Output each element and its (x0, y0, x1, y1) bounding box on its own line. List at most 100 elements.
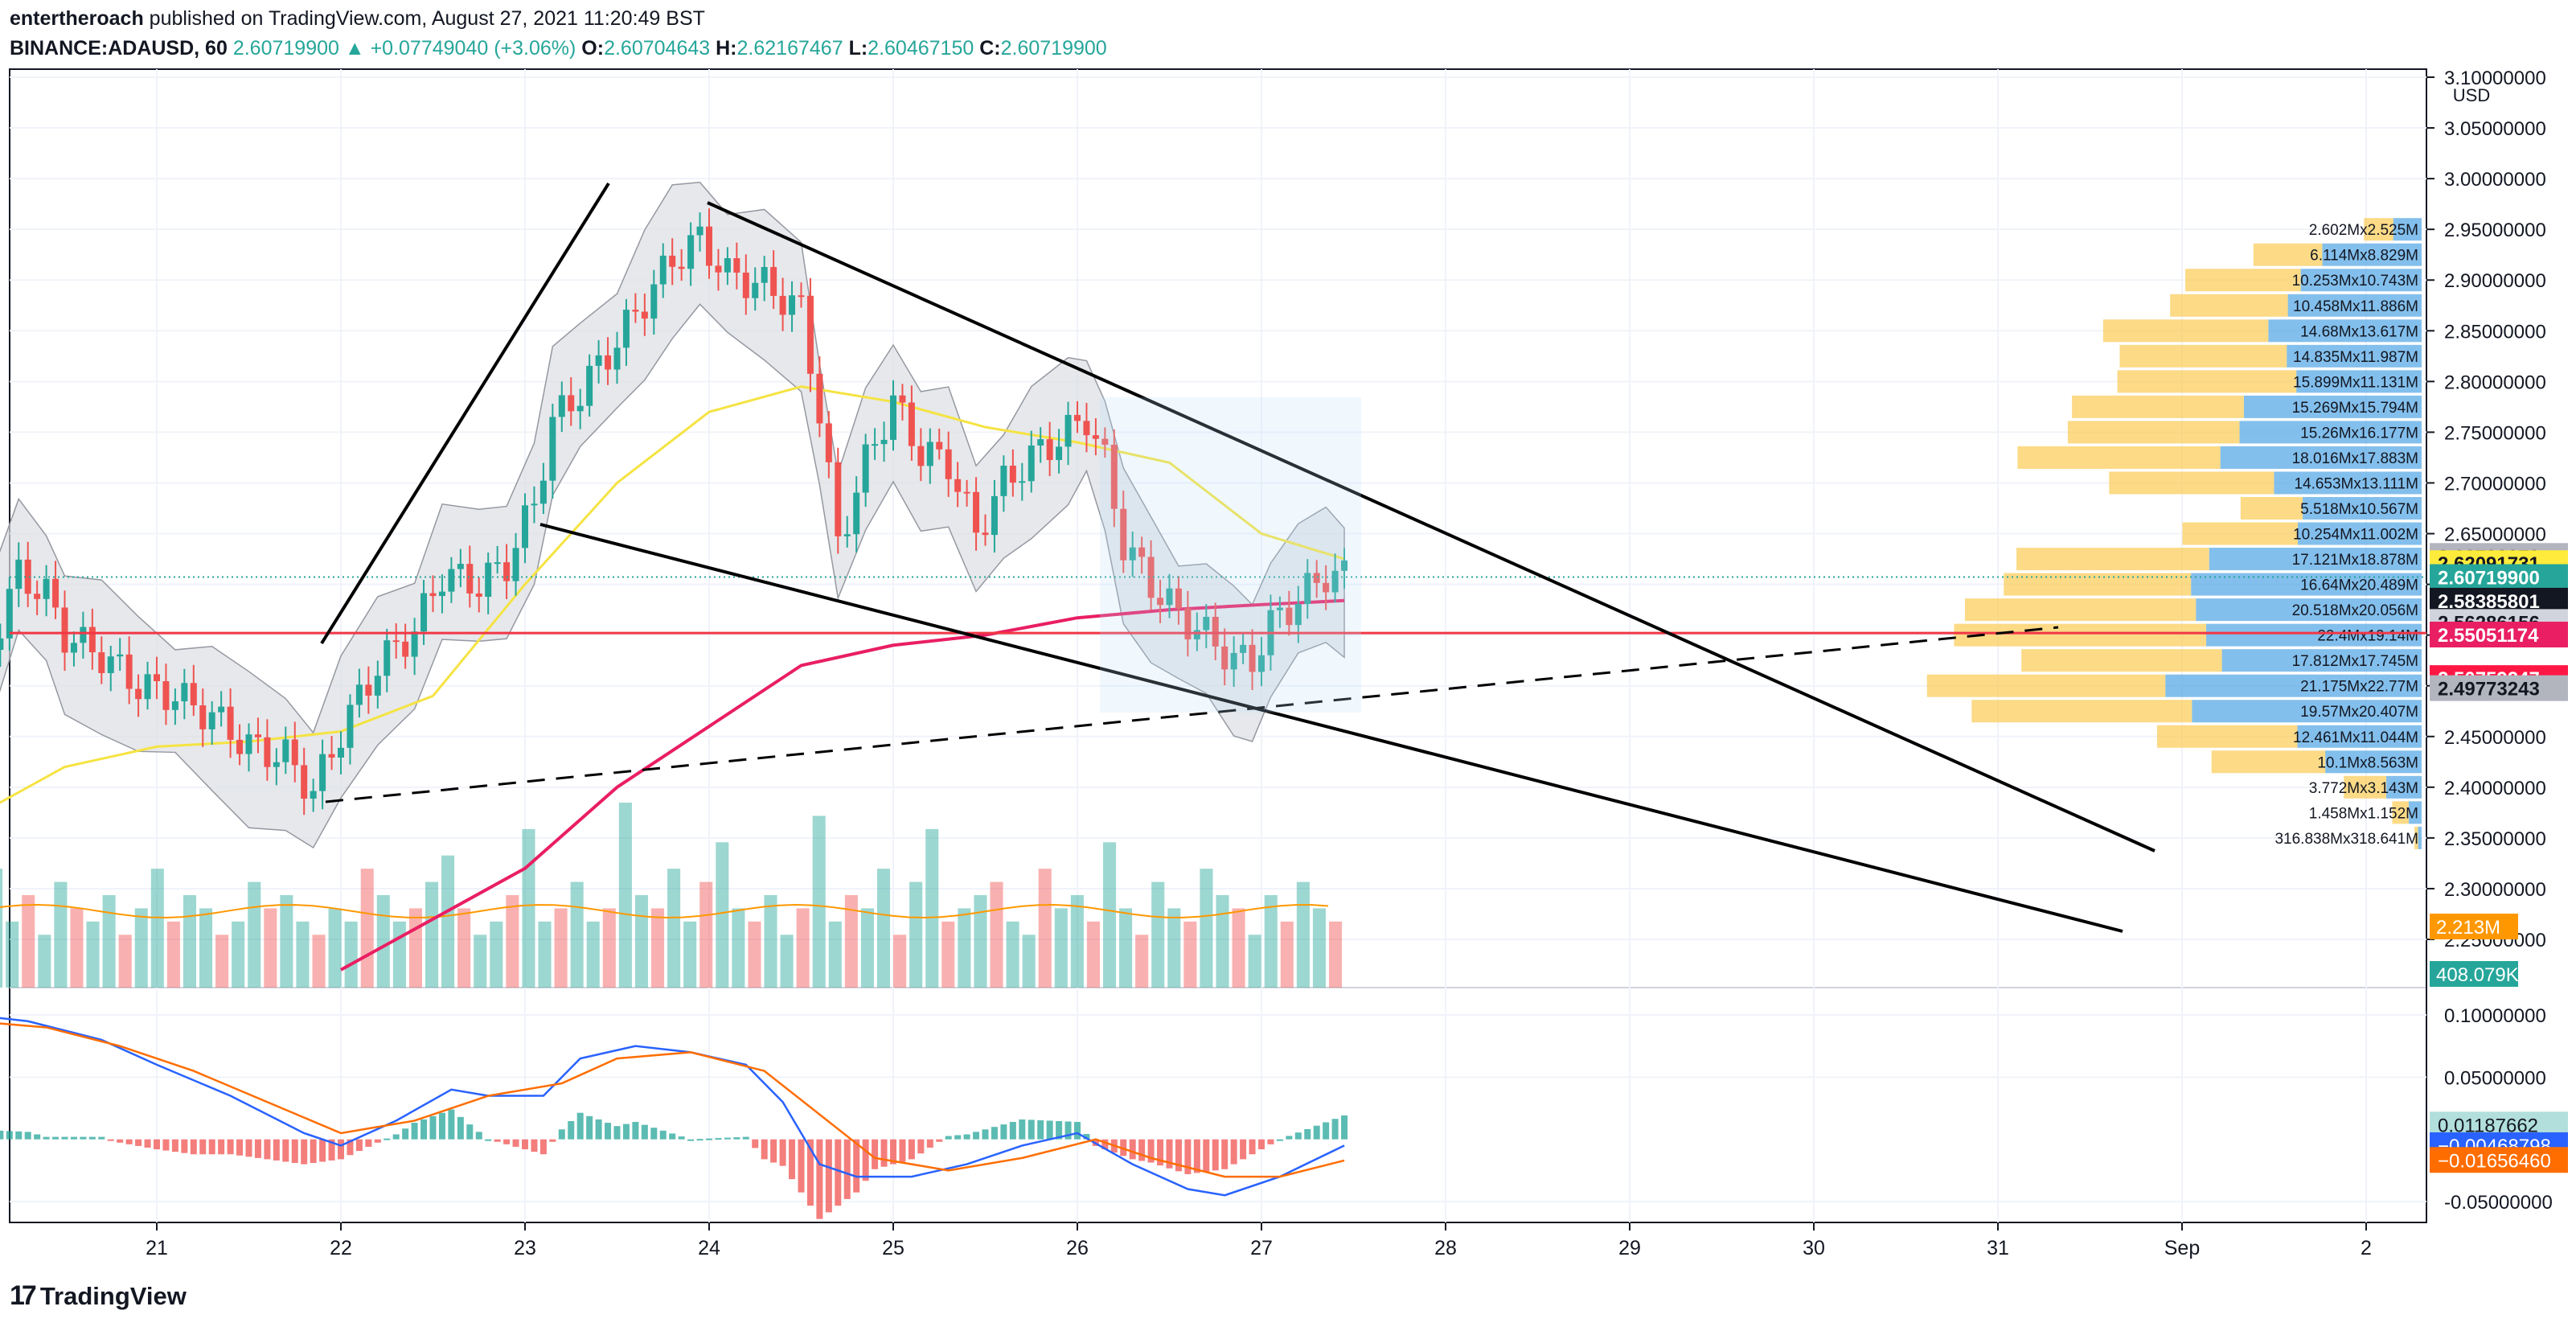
macd-histogram-bar (936, 1139, 943, 1142)
candle-body (1304, 573, 1311, 604)
macd-histogram-bar (181, 1139, 188, 1153)
macd-histogram-bar (991, 1127, 998, 1140)
author-name[interactable]: entertheroach (10, 7, 144, 30)
volume-label-box (2430, 914, 2518, 939)
candle-body (669, 255, 676, 267)
macd-histogram-bar (117, 1139, 124, 1143)
price-tick-label: 2.45000000 (2444, 727, 2546, 749)
vp-buy-bar (2192, 700, 2422, 723)
volume-bar (1135, 935, 1149, 988)
drawings[interactable] (10, 182, 2426, 933)
volume-bar (6, 921, 19, 988)
macd-histogram-bar (15, 1131, 23, 1140)
volume-bar (650, 908, 665, 988)
price-tick-label: 2.70000000 (2444, 473, 2546, 495)
candle-body (355, 684, 363, 705)
volume-bar (667, 869, 681, 988)
volume-profile: 2.602Mx2.525M 6.114Mx8.829M 10.253Mx10.743… (1926, 218, 2422, 849)
macd-line (0, 1017, 1345, 1197)
candle-body (1331, 570, 1339, 593)
price-axis[interactable]: 3.10000000 3.05000000 3.00000000 2.95000000… (2426, 68, 2568, 987)
price-tick-label: 2.30000000 (2444, 879, 2546, 901)
volume-bar (1006, 921, 1019, 988)
macd-histogram-bar (539, 1139, 547, 1155)
volume-bar (1070, 895, 1084, 988)
macd-histogram-bar (384, 1138, 391, 1140)
low-value: 2.60467150 (868, 37, 974, 60)
volume-bar (344, 921, 358, 988)
candle-body (190, 683, 197, 706)
candle-body (954, 479, 962, 492)
macd-pane: 0.100000000.05000000-0.050000000.0118766… (0, 1005, 2568, 1219)
candle-body (429, 593, 437, 597)
volume-label-box (2430, 961, 2518, 987)
candle-body (613, 347, 621, 370)
candle-body (402, 641, 409, 657)
macd-histogram-bar (273, 1139, 280, 1161)
symbol-label[interactable]: BINANCE:ADAUSD, 60 (10, 37, 228, 60)
macd-histogram-bar (457, 1116, 464, 1140)
vp-label: 20.518Mx20.056M (2292, 602, 2418, 619)
candle-body (752, 282, 759, 298)
candle-body (411, 631, 418, 657)
vp-label: 2.602Mx2.525M (2309, 222, 2418, 239)
candle-body (457, 564, 464, 569)
volume-bar (441, 855, 455, 988)
candle-body (1138, 547, 1146, 557)
brand-label[interactable]: TradingView (39, 1281, 187, 1310)
vp-sell-bar (1954, 623, 2207, 647)
vp-label: 14.835Mx11.987M (2293, 349, 2418, 366)
low-label: L: (848, 37, 868, 60)
vp-buy-bar (2196, 598, 2422, 622)
volume-bar (1086, 921, 1100, 988)
candle-body (475, 593, 482, 598)
macd-histogram-bar (641, 1124, 648, 1140)
vp-label: 14.68Mx13.617M (2300, 323, 2418, 340)
macd-histogram-bar (301, 1139, 308, 1165)
price-tick-label: 3.00000000 (2444, 169, 2546, 191)
candle-body (1101, 438, 1109, 445)
macd-histogram-bar (1294, 1132, 1302, 1140)
candle-body (1166, 588, 1173, 606)
candle-body (1083, 421, 1090, 436)
volume-bar (1102, 842, 1117, 988)
vp-label: 19.57Mx20.407M (2300, 704, 2418, 721)
price-tick-label: 2.35000000 (2444, 828, 2546, 850)
time-tick-label: 28 (1434, 1237, 1457, 1259)
volume-bar (248, 881, 261, 988)
volume-bar (506, 895, 519, 988)
macd-histogram-bar (34, 1134, 41, 1140)
macd-histogram-bar (291, 1139, 298, 1164)
vp-sell-bar (2017, 446, 2221, 469)
macd-histogram-bar (945, 1136, 952, 1140)
macd-histogram-bar (52, 1136, 59, 1140)
vp-label: 10.1Mx8.563M (2317, 754, 2418, 771)
high-label: H: (716, 37, 737, 60)
price-chart[interactable]: 2.602Mx2.525M 6.114Mx8.829M 10.253Mx10.743… (0, 0, 2576, 1279)
publish-line: entertheroach published on TradingView.c… (10, 3, 2502, 34)
volume-bar (925, 828, 939, 988)
time-tick-label: 27 (1250, 1237, 1273, 1259)
volume-bar (876, 869, 891, 988)
macd-histogram-bar (1323, 1122, 1330, 1140)
macd-histogram-bar (605, 1123, 612, 1140)
volume-bar (199, 908, 213, 988)
macd-histogram-bar (806, 1139, 814, 1206)
macd-histogram-bar (789, 1139, 796, 1180)
volume-bar (118, 935, 132, 988)
candle-body (52, 578, 59, 608)
macd-histogram-bar (522, 1139, 528, 1150)
candle-body (733, 258, 740, 273)
time-axis[interactable]: 21 22 23 24 25 26 27 28 29 30 31 Sep 2 (146, 1222, 2372, 1259)
vp-label: 15.899Mx11.131M (2293, 374, 2418, 391)
candle-body (245, 734, 252, 754)
macd-histogram-bar (1276, 1139, 1283, 1141)
candle-body (1175, 588, 1182, 609)
candle-body (659, 255, 667, 285)
tradingview-logo-icon: 17 (10, 1280, 37, 1311)
volume-bar (1248, 935, 1261, 988)
wedge-upper-line (707, 201, 2156, 852)
macd-histogram-bar (669, 1133, 676, 1140)
candle-body (1323, 582, 1330, 593)
candle-body (282, 739, 289, 762)
